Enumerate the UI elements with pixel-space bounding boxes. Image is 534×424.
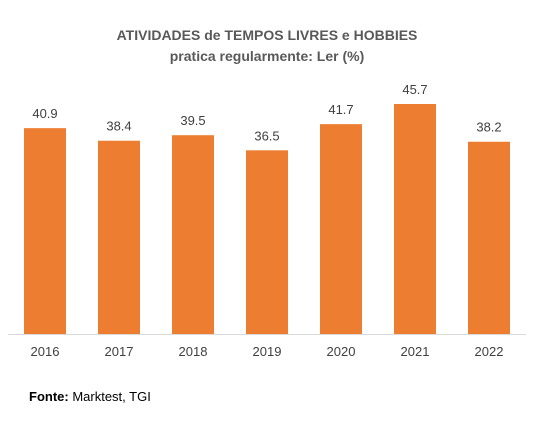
bar-2016 (24, 128, 66, 334)
data-label-2016: 40.9 (32, 106, 57, 121)
x-tick-label-2016: 2016 (31, 344, 60, 359)
chart-subtitle: pratica regularmente: Ler (%) (169, 48, 365, 64)
bar-2022 (468, 141, 510, 334)
bar-2021 (394, 104, 436, 334)
data-label-2022: 38.2 (476, 120, 501, 135)
x-tick-label-2017: 2017 (105, 344, 134, 359)
data-label-2017: 38.4 (106, 119, 131, 134)
bar-2018 (172, 135, 214, 334)
bar-2017 (98, 140, 140, 334)
source-text: Marktest, TGI (68, 389, 151, 404)
x-tick-label-2021: 2021 (401, 344, 430, 359)
bar-2019 (246, 150, 288, 334)
data-label-2020: 41.7 (328, 102, 353, 117)
x-tick-label-2022: 2022 (475, 344, 504, 359)
bar-2020 (320, 124, 362, 335)
chart-title: ATIVIDADES de TEMPOS LIVRES e HOBBIES (116, 27, 418, 43)
data-label-2018: 39.5 (180, 113, 205, 128)
x-tick-label-2019: 2019 (253, 344, 282, 359)
data-label-2021: 45.7 (402, 82, 427, 97)
x-tick-label-2018: 2018 (179, 344, 208, 359)
data-label-2019: 36.5 (254, 128, 279, 143)
source-note: Fonte: Marktest, TGI (29, 389, 151, 404)
x-tick-label-2020: 2020 (327, 344, 356, 359)
source-label: Fonte: (29, 389, 69, 404)
